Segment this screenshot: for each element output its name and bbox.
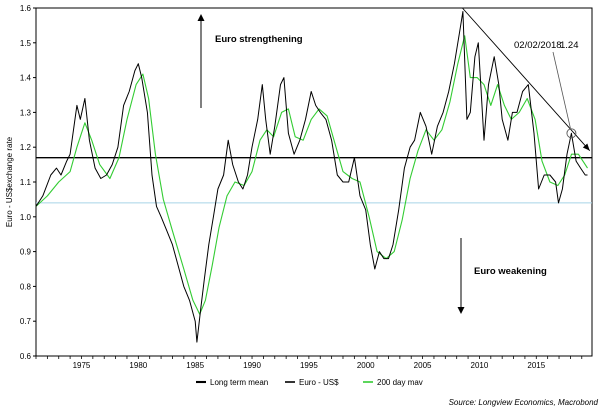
- x-axis: 1975 1980 1985 1990 1995 2000 2005 2010 2015: [35, 356, 583, 370]
- x-tick-label: 1990: [243, 361, 261, 370]
- y-tick-label: 0.7: [20, 317, 32, 326]
- y-axis: 0.6 0.7 0.8 0.9 1.0 1.1 1.2 1.3 1.4 1.5 1.6: [20, 4, 36, 361]
- y-axis-label: Euro - US$exchange rate: [5, 136, 14, 227]
- legend-label: 200 day mav: [377, 378, 423, 387]
- legend-label: Long term mean: [210, 378, 268, 387]
- date-label: 02/02/2018: [514, 40, 562, 51]
- x-tick-label: 2015: [527, 361, 545, 370]
- x-tick-label: 1995: [300, 361, 318, 370]
- y-tick-label: 1.0: [20, 213, 32, 222]
- legend-label: Euro - US$: [299, 378, 339, 387]
- y-tick-label: 1.6: [20, 4, 32, 13]
- euro-weakening-label: Euro weakening: [474, 266, 547, 277]
- x-tick-label: 2010: [471, 361, 489, 370]
- trendline: [462, 7, 591, 151]
- down-arrow-icon: [457, 307, 465, 314]
- legend: Long term mean Euro - US$ 200 day mav: [196, 378, 423, 387]
- euro-strengthening-label: Euro strengthening: [215, 34, 303, 45]
- highlight-pointer: [552, 51, 571, 129]
- x-tick-label: 1985: [186, 361, 204, 370]
- y-tick-label: 0.9: [20, 248, 32, 257]
- value-label: 1.24: [560, 40, 579, 51]
- y-tick-label: 1.3: [20, 108, 32, 117]
- y-tick-label: 0.8: [20, 282, 32, 291]
- x-tick-label: 1980: [129, 361, 147, 370]
- series-layer: [35, 11, 588, 343]
- y-tick-label: 1.4: [20, 74, 32, 83]
- y-tick-label: 1.5: [20, 39, 32, 48]
- series-euro-usd-line: [35, 11, 588, 343]
- trendline-arrowhead: [582, 143, 590, 151]
- source-note: Source: Longview Economics, Macrobond: [449, 398, 599, 407]
- x-tick-label: 2005: [414, 361, 432, 370]
- x-tick-label: 1975: [73, 361, 91, 370]
- up-arrow-icon: [197, 14, 205, 21]
- y-tick-label: 0.6: [20, 352, 32, 361]
- x-tick-label: 2000: [357, 361, 375, 370]
- y-tick-label: 1.1: [20, 178, 32, 187]
- highlight-marker: [566, 128, 577, 139]
- y-tick-label: 1.2: [20, 143, 32, 152]
